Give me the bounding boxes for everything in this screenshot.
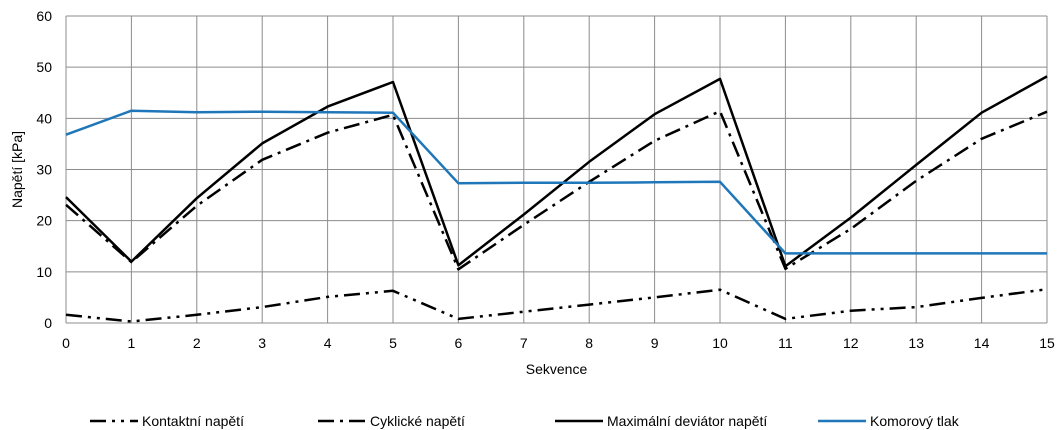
legend: Kontaktní napětí Cyklické napětí Maximální… (90, 413, 960, 429)
series-line (65, 287, 1048, 323)
y-tick-label: 50 (36, 59, 52, 75)
x-tick-label: 15 (1039, 335, 1055, 351)
y-tick-label: 40 (36, 110, 52, 126)
x-tick-label: 10 (712, 335, 728, 351)
legend-label: Maximální deviátor napětí (607, 413, 767, 429)
x-tick-label: 1 (128, 335, 136, 351)
x-tick-label: 6 (455, 335, 463, 351)
x-tick-label: 7 (520, 335, 528, 351)
grid (65, 15, 1048, 324)
y-axis-title: Napětí [kPa] (9, 131, 25, 208)
x-tick-label: 4 (324, 335, 332, 351)
series-lines (65, 75, 1048, 323)
x-tick-label: 13 (908, 335, 924, 351)
y-tick-label: 60 (36, 8, 52, 24)
x-tick-label: 2 (193, 335, 201, 351)
x-tick-label: 12 (843, 335, 859, 351)
x-axis-title: Sekvence (526, 361, 588, 377)
x-tick-label: 8 (585, 335, 593, 351)
x-tick-label: 9 (651, 335, 659, 351)
series-line (65, 109, 1047, 255)
y-tick-label: 0 (44, 315, 52, 331)
y-tick-label: 20 (36, 213, 52, 229)
legend-label: Cyklické napětí (370, 413, 465, 429)
y-tick-labels: 0 10 20 30 40 50 60 (36, 8, 52, 331)
x-tick-label: 5 (389, 335, 397, 351)
legend-label: Kontaktní napětí (142, 413, 244, 429)
x-tick-label: 0 (62, 335, 70, 351)
series-line (65, 109, 1048, 271)
x-tick-label: 14 (974, 335, 990, 351)
x-tick-label: 3 (258, 335, 266, 351)
x-tick-label: 11 (778, 335, 793, 351)
legend-label: Komorový tlak (870, 413, 960, 429)
y-tick-label: 10 (36, 264, 52, 280)
x-tick-labels: 0 1 2 3 4 5 6 7 8 9 10 11 12 13 14 15 (62, 335, 1055, 351)
series-line (65, 75, 1048, 268)
y-tick-label: 30 (36, 162, 52, 178)
